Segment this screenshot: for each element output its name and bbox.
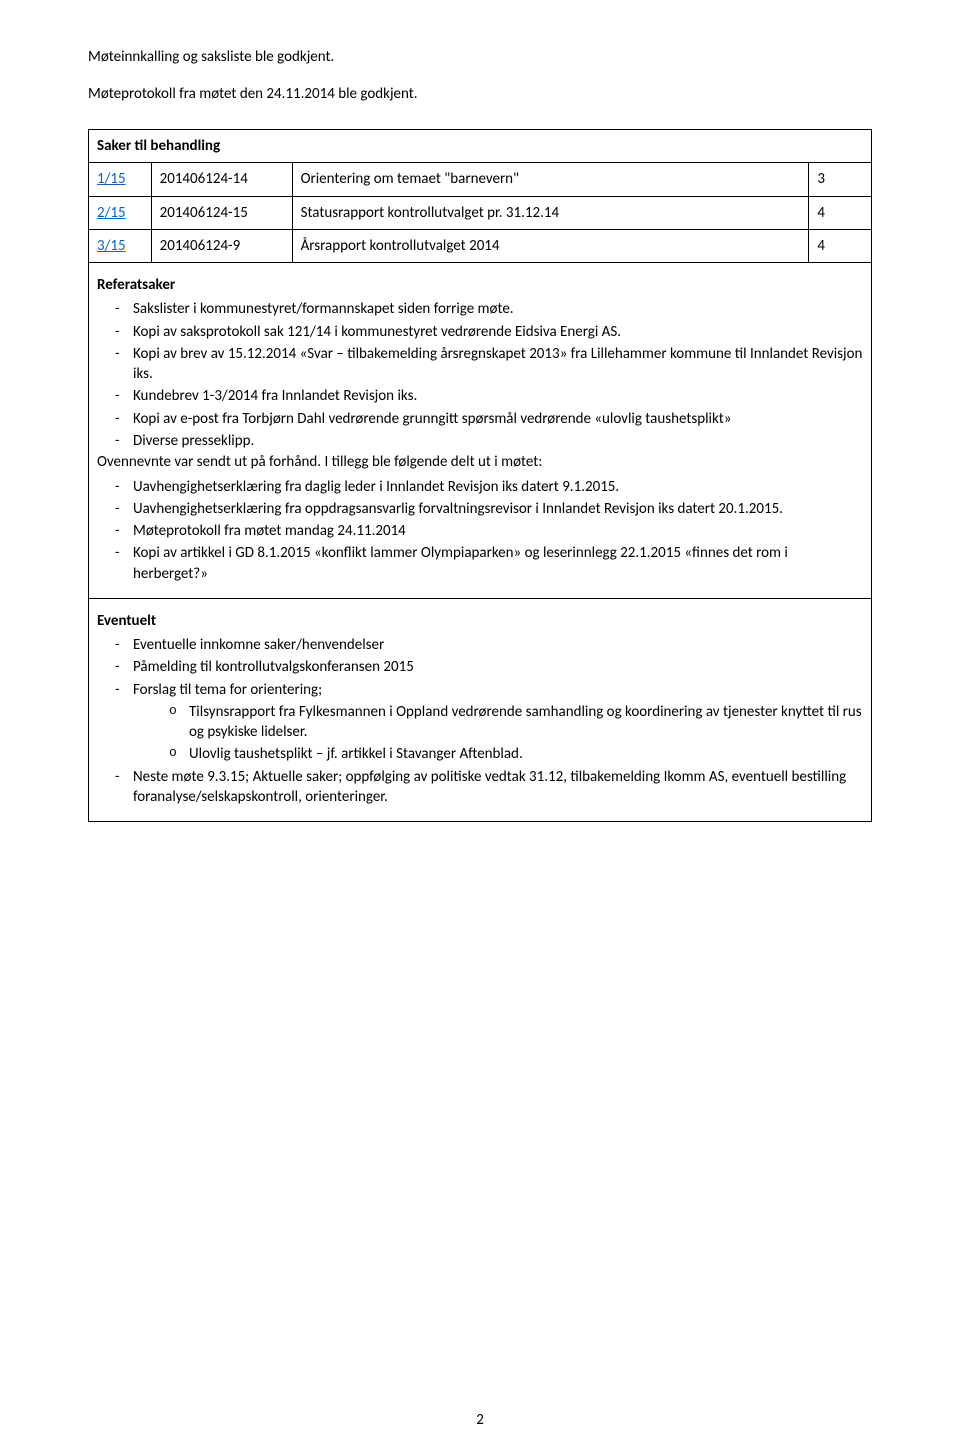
list-item: Forslag til tema for orientering; Tilsyn… bbox=[97, 680, 863, 765]
list-item: Kopi av saksprotokoll sak 121/14 i kommu… bbox=[97, 322, 863, 342]
forslag-sublist: Tilsynsrapport fra Fylkesmannen i Opplan… bbox=[133, 702, 863, 765]
eventuelt-row: Eventuelt Eventuelle innkomne saker/henv… bbox=[89, 598, 872, 821]
referatsaker-list-2: Uavhengighetserklæring fra daglig leder … bbox=[97, 477, 863, 584]
case-page: 4 bbox=[809, 229, 872, 262]
saker-header-row: Saker til behandling bbox=[89, 130, 872, 163]
case-number: 201406124-14 bbox=[151, 163, 292, 196]
intro-line-1: Møteinnkalling og saksliste ble godkjent… bbox=[88, 48, 872, 68]
list-item: Neste møte 9.3.15; Aktuelle saker; oppfø… bbox=[97, 767, 863, 808]
referatsaker-mid-line: Ovennevnte var sendt ut på forhånd. I ti… bbox=[97, 453, 863, 473]
page-number: 2 bbox=[0, 1411, 960, 1429]
list-item: Diverse presseklipp. bbox=[97, 431, 863, 451]
list-item: Ulovlig taushetsplikt – jf. artikkel i S… bbox=[133, 744, 863, 764]
table-row: 3/15 201406124-9 Årsrapport kontrollutva… bbox=[89, 229, 872, 262]
eventuelt-heading: Eventuelt bbox=[97, 611, 863, 631]
case-desc: Årsrapport kontrollutvalget 2014 bbox=[292, 229, 809, 262]
list-item: Uavhengighetserklæring fra daglig leder … bbox=[97, 477, 863, 497]
list-item: Kopi av artikkel i GD 8.1.2015 «konflikt… bbox=[97, 543, 863, 584]
list-item: Møteprotokoll fra møtet mandag 24.11.201… bbox=[97, 521, 863, 541]
referatsaker-heading: Referatsaker bbox=[97, 275, 863, 295]
list-item: Kundebrev 1-3/2014 fra Innlandet Revisjo… bbox=[97, 386, 863, 406]
table-row: 1/15 201406124-14 Orientering om temaet … bbox=[89, 163, 872, 196]
case-number: 201406124-9 bbox=[151, 229, 292, 262]
case-desc: Orientering om temaet "barnevern" bbox=[292, 163, 809, 196]
main-table: Saker til behandling 1/15 201406124-14 O… bbox=[88, 129, 872, 822]
list-item: Uavhengighetserklæring fra oppdragsansva… bbox=[97, 499, 863, 519]
referatsaker-row: Referatsaker Sakslister i kommunestyret/… bbox=[89, 263, 872, 599]
case-id-link[interactable]: 3/15 bbox=[97, 237, 126, 255]
document-page: Møteinnkalling og saksliste ble godkjent… bbox=[0, 0, 960, 1453]
list-item: Eventuelle innkomne saker/henvendelser bbox=[97, 635, 863, 655]
list-item: Kopi av e-post fra Torbjørn Dahl vedrøre… bbox=[97, 409, 863, 429]
case-id-link[interactable]: 1/15 bbox=[97, 170, 126, 188]
list-item: Påmelding til kontrollutvalgskonferansen… bbox=[97, 657, 863, 677]
case-page: 4 bbox=[809, 196, 872, 229]
case-page: 3 bbox=[809, 163, 872, 196]
referatsaker-list-1: Sakslister i kommunestyret/formannskapet… bbox=[97, 299, 863, 451]
list-item: Sakslister i kommunestyret/formannskapet… bbox=[97, 299, 863, 319]
case-desc: Statusrapport kontrollutvalget pr. 31.12… bbox=[292, 196, 809, 229]
list-item: Tilsynsrapport fra Fylkesmannen i Opplan… bbox=[133, 702, 863, 743]
list-item: Kopi av brev av 15.12.2014 «Svar – tilba… bbox=[97, 344, 863, 385]
saker-heading: Saker til behandling bbox=[89, 130, 872, 163]
forslag-label: Forslag til tema for orientering; bbox=[133, 681, 322, 699]
table-row: 2/15 201406124-15 Statusrapport kontroll… bbox=[89, 196, 872, 229]
eventuelt-list: Eventuelle innkomne saker/henvendelser P… bbox=[97, 635, 863, 807]
case-number: 201406124-15 bbox=[151, 196, 292, 229]
case-id-link[interactable]: 2/15 bbox=[97, 204, 126, 222]
intro-line-2: Møteprotokoll fra møtet den 24.11.2014 b… bbox=[88, 85, 872, 105]
